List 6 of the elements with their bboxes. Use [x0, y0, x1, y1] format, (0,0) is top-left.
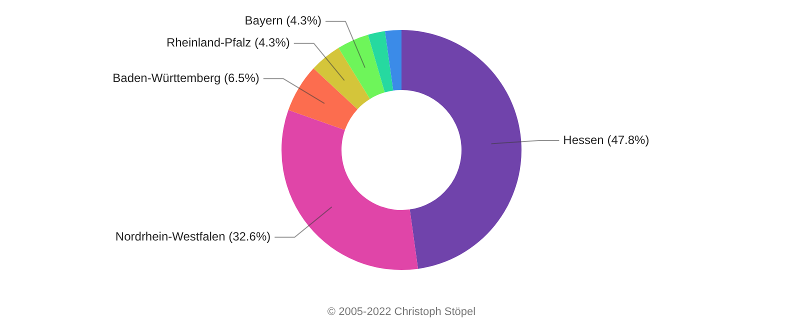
slice-label: Hessen (47.8%)	[563, 132, 650, 147]
text: © 2005-2022 Christoph Stöpel	[326, 306, 477, 318]
slice-label: Nordrhein-Westfalen (32.6%)	[115, 230, 271, 244]
slice-label: Rheinland-Pfalz (4.3%)	[166, 36, 290, 50]
slice-label: Baden-Württemberg (6.5%)	[112, 70, 260, 85]
slice-label: Bayern (4.3%)	[244, 14, 322, 28]
